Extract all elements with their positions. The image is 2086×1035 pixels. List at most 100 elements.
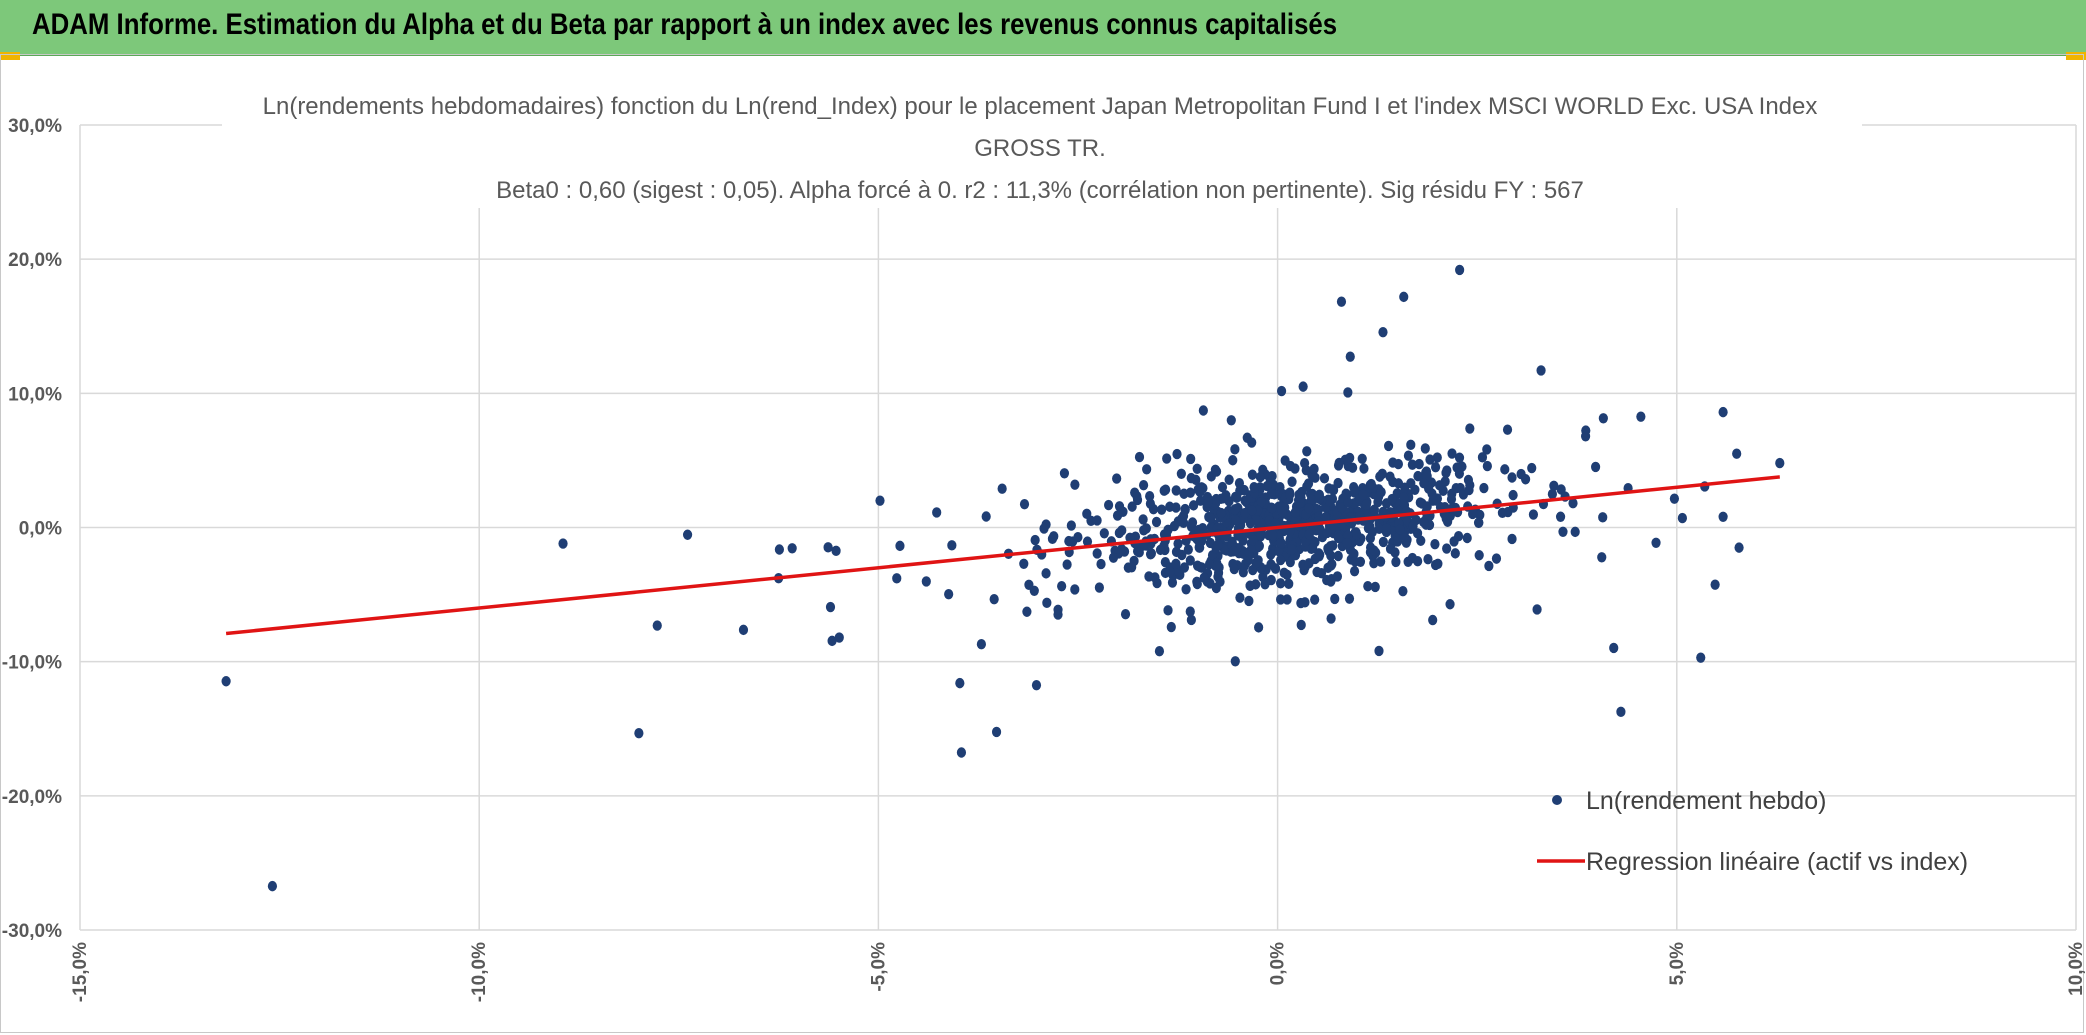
data-point [1204, 558, 1215, 570]
data-point [1224, 474, 1234, 485]
data-point [1333, 550, 1343, 562]
x-tick-label: 5,0% [1667, 942, 1688, 985]
data-point [1198, 405, 1208, 416]
data-point [1430, 559, 1441, 571]
data-point [1358, 489, 1368, 500]
data-point [921, 576, 931, 587]
data-point [1057, 580, 1067, 592]
data-point [1474, 517, 1484, 528]
data-point [1030, 534, 1040, 546]
data-point [1230, 656, 1240, 667]
x-tick-label: -5,0% [868, 942, 889, 992]
data-point [1031, 679, 1042, 691]
data-point [1324, 496, 1334, 507]
data-point [1696, 652, 1706, 663]
title-background [222, 88, 1862, 208]
data-point [1134, 451, 1145, 463]
data-point [1369, 557, 1379, 569]
data-point [825, 601, 836, 613]
data-point [1422, 501, 1432, 512]
data-point [1019, 558, 1029, 570]
data-point [1070, 479, 1080, 490]
data-point [1399, 492, 1409, 503]
data-point [1251, 557, 1261, 569]
data-point [1430, 462, 1441, 473]
data-point [1188, 500, 1199, 511]
chart-title-line-2: GROSS TR. [974, 135, 1106, 162]
data-point [1285, 525, 1295, 537]
data-point [1104, 499, 1114, 511]
data-point [834, 632, 844, 643]
data-point [1173, 538, 1183, 549]
chart-frame [0, 54, 2084, 1033]
data-point [1183, 544, 1193, 555]
data-point [1096, 558, 1106, 570]
data-point [1326, 576, 1336, 587]
data-point [1497, 507, 1508, 519]
data-point [1374, 645, 1384, 657]
data-point [1192, 463, 1202, 474]
data-point [1319, 473, 1330, 484]
data-point [1427, 488, 1437, 499]
data-point [1022, 606, 1032, 617]
data-point [875, 495, 885, 506]
data-point [1651, 537, 1661, 548]
scatter-points [221, 264, 1785, 892]
data-point [1326, 550, 1336, 561]
data-point [1376, 486, 1386, 498]
data-point [1171, 502, 1181, 513]
data-point [1616, 706, 1626, 718]
data-point [1484, 560, 1494, 572]
data-point [1047, 533, 1058, 545]
data-point [1333, 532, 1344, 544]
data-point [1186, 614, 1196, 626]
data-point [1277, 506, 1287, 518]
data-point [1176, 468, 1186, 479]
y-tick-label: 20,0% [8, 250, 62, 271]
data-point [1142, 464, 1152, 475]
legend-marker-scatter [1552, 795, 1562, 805]
data-point [738, 624, 749, 636]
data-point [1059, 468, 1070, 479]
data-point [956, 747, 967, 758]
data-point [1177, 549, 1187, 561]
data-point [1192, 576, 1202, 587]
data-point [1187, 517, 1198, 528]
data-point [1163, 524, 1173, 535]
data-point [1285, 556, 1295, 568]
data-point [1303, 478, 1314, 489]
data-point [1172, 448, 1182, 460]
data-point [1403, 556, 1413, 568]
data-point [1367, 526, 1377, 538]
corner-marker [2066, 52, 2086, 60]
data-point [1482, 460, 1492, 472]
data-point [981, 511, 991, 522]
data-point [1282, 569, 1292, 580]
data-point [1235, 592, 1245, 603]
data-point [1195, 495, 1206, 506]
data-point [1580, 431, 1591, 442]
data-point [989, 593, 999, 605]
y-tick-label: -20,0% [2, 787, 62, 808]
data-point [1194, 524, 1204, 536]
data-point [1062, 559, 1072, 570]
data-point [1285, 489, 1295, 500]
data-point [1387, 493, 1397, 505]
data-point [1306, 494, 1317, 506]
data-point [774, 544, 784, 555]
data-point [1398, 585, 1408, 597]
regression-line [225, 475, 1780, 636]
data-point [1066, 520, 1076, 531]
data-point [634, 727, 644, 739]
data-point [1228, 545, 1239, 557]
data-point [1244, 595, 1254, 607]
data-point [1343, 530, 1353, 541]
data-point [1185, 606, 1195, 617]
data-point [1479, 482, 1489, 494]
data-point [1326, 560, 1336, 571]
legend-label-scatter: Ln(rendement hebdo) [1586, 787, 1826, 815]
data-point [1206, 513, 1216, 524]
data-point [1276, 594, 1286, 605]
data-point [1163, 605, 1173, 616]
